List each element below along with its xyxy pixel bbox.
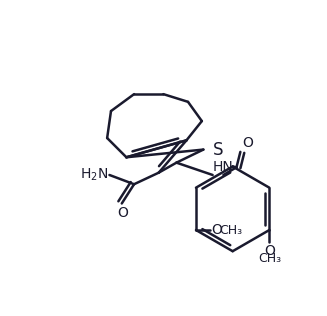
- Text: O: O: [117, 206, 128, 220]
- Text: S: S: [213, 141, 223, 159]
- Text: O: O: [243, 136, 253, 150]
- Text: O: O: [211, 223, 222, 237]
- Text: O: O: [264, 244, 275, 258]
- Text: CH₃: CH₃: [219, 223, 242, 237]
- Text: H$_2$N: H$_2$N: [80, 167, 108, 183]
- Text: CH₃: CH₃: [258, 252, 281, 264]
- Text: HN: HN: [213, 160, 233, 174]
